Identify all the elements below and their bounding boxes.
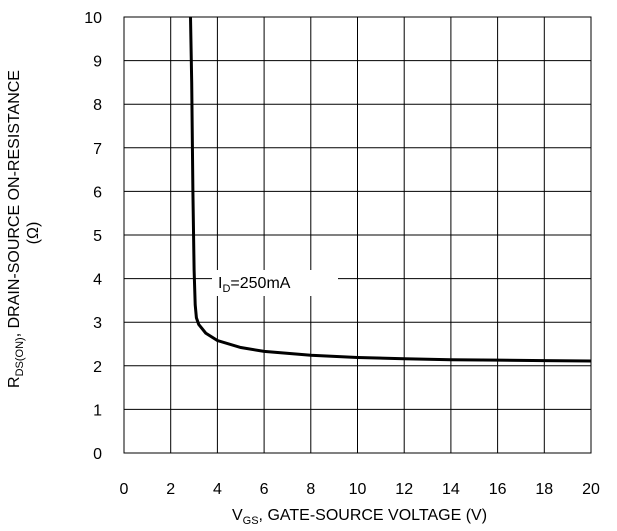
x-axis-label-main: V [232,507,243,524]
series-label-sub: D [222,283,230,295]
series-label-text: ID=250mA [218,275,291,295]
y-axis-label-sub: DS(ON) [14,337,26,376]
y-tick-label: 1 [93,402,102,419]
x-tick-label: 14 [442,481,460,498]
y-tick-label: 10 [84,10,102,27]
x-axis-label-sub: GS [243,515,259,527]
x-tick-label: 16 [489,481,507,498]
series-label: ID=250mA [212,270,338,296]
x-tick-label: 10 [349,481,367,498]
y-tick-label: 5 [93,228,102,245]
x-tick-label: 8 [306,481,315,498]
y-axis-label: RDS(ON), DRAIN-SOURCE ON-RESISTANCE [6,70,26,388]
x-tick-label: 4 [213,481,222,498]
y-tick-label: 7 [93,141,102,158]
x-tick-label: 18 [535,481,553,498]
x-tick-label: 20 [582,481,600,498]
x-axis-label-rest: , GATE-SOURCE VOLTAGE (V) [259,507,487,524]
series-label-rest: =250mA [230,275,290,292]
x-tick-label: 2 [166,481,175,498]
y-axis-unit: (Ω) [25,222,42,245]
y-axis-label-main: R [6,376,23,388]
y-axis-label-rest: , DRAIN-SOURCE ON-RESISTANCE [6,70,23,337]
x-axis-label: VGS, GATE-SOURCE VOLTAGE (V) [232,507,487,527]
x-tick-labels: 0 2 4 6 8 10 12 14 16 18 20 [120,481,600,498]
x-tick-label: 0 [120,481,129,498]
y-tick-labels: 0 1 2 3 4 5 6 7 8 9 10 [84,10,102,463]
y-tick-label: 6 [93,184,102,201]
x-tick-label: 12 [395,481,413,498]
series-line-id-250ma [189,16,592,363]
y-tick-label: 0 [93,446,102,463]
series-label-main: I [218,275,222,292]
plot-frame [123,16,592,454]
y-tick-label: 3 [93,315,102,332]
y-tick-label: 9 [93,54,102,71]
y-tick-label: 8 [93,97,102,114]
x-tick-label: 6 [260,481,269,498]
series-label-background [212,270,338,296]
y-tick-label: 4 [93,272,102,289]
y-tick-label: 2 [93,359,102,376]
